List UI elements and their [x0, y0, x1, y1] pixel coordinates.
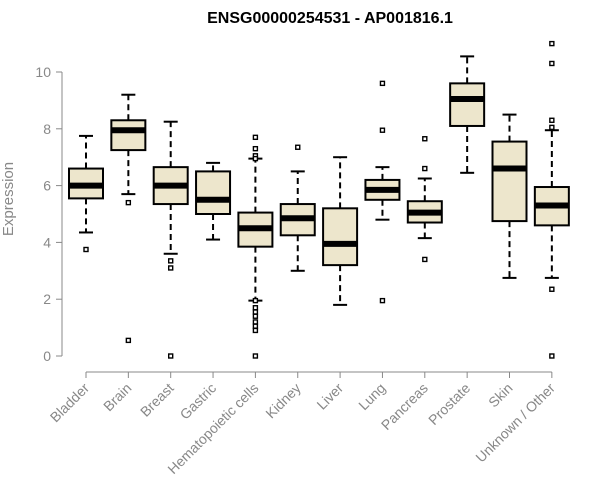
box-group: [449, 55, 486, 174]
x-tick-label: Kidney: [262, 380, 304, 422]
outlier-point: [549, 353, 555, 359]
outlier-point: [549, 40, 555, 47]
outlier-point: [295, 144, 301, 150]
chart-title: ENSG00000254531 - AP001816.1: [207, 10, 453, 27]
outlier-point: [549, 124, 555, 131]
outlier-point: [549, 286, 555, 292]
box-group: [533, 40, 570, 359]
y-tick-label: 2: [43, 291, 51, 307]
y-axis-label: Expression: [0, 162, 17, 236]
box-group: [406, 136, 443, 263]
y-tick-label: 10: [35, 64, 51, 80]
box: [491, 140, 528, 223]
y-tick-label: 8: [43, 121, 51, 137]
outlier-point: [252, 134, 259, 141]
box-group: [68, 134, 104, 253]
outlier-point: [167, 265, 174, 271]
box-group: [491, 113, 528, 279]
outlier-point: [252, 297, 259, 304]
box-group: [110, 93, 147, 344]
outlier-point: [125, 199, 132, 206]
y-tick-label: 0: [43, 348, 51, 364]
outlier-point: [379, 297, 386, 304]
y-tick-label: 4: [43, 234, 51, 250]
box-group: [279, 144, 316, 272]
outlier-point: [252, 145, 259, 152]
box: [449, 82, 486, 127]
box: [322, 207, 359, 267]
box-group: [152, 120, 189, 359]
outlier-point: [252, 155, 259, 162]
y-tick-label: 6: [43, 178, 51, 194]
outlier-point: [83, 246, 89, 253]
outlier-point: [422, 165, 428, 172]
box-group: [237, 134, 274, 359]
outlier-point: [549, 117, 555, 123]
outlier-point: [252, 305, 259, 311]
x-tick-label: Lung: [355, 380, 388, 413]
x-tick-label: Bladder: [47, 380, 93, 426]
box-group: [322, 156, 359, 306]
outlier-point: [422, 136, 428, 142]
box-group: [364, 80, 401, 304]
outlier-point: [252, 313, 259, 319]
outlier-point: [252, 319, 259, 325]
x-tick-label: Breast: [137, 380, 177, 420]
x-tick-label: Unknown / Other: [472, 380, 558, 466]
outlier-point: [379, 127, 386, 133]
box: [195, 170, 232, 215]
outlier-point: [549, 60, 555, 67]
x-tick-label: Prostate: [425, 380, 473, 428]
x-tick-label: Brain: [100, 380, 134, 414]
boxes-layer: [68, 40, 570, 359]
x-tick-label: Liver: [313, 380, 346, 413]
outlier-point: [422, 256, 428, 263]
x-tick-label: Skin: [485, 380, 516, 411]
y-axis: 0 2 4 6 8 10: [35, 64, 63, 364]
box: [110, 119, 147, 152]
outlier-point: [252, 327, 259, 334]
outlier-point: [252, 353, 259, 359]
outlier-point: [252, 309, 259, 315]
outlier-point: [252, 323, 259, 329]
outlier-point: [125, 337, 132, 344]
outlier-point: [379, 80, 386, 87]
outlier-point: [167, 258, 174, 264]
box-group: [195, 161, 232, 241]
x-tick-label: Pancreas: [378, 380, 431, 433]
outlier-point: [167, 353, 174, 359]
